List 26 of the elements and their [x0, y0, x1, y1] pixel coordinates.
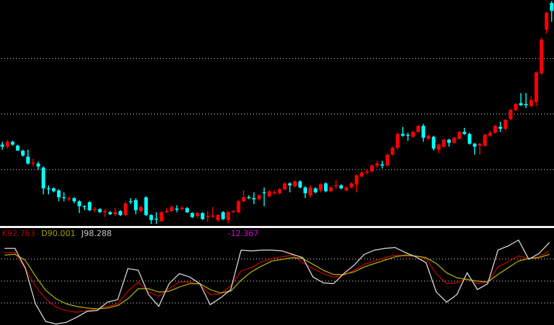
- text: J98.288: [81, 229, 112, 238]
- candlestick: [432, 135, 436, 152]
- candlestick: [422, 123, 426, 142]
- candlestick: [544, 11, 548, 34]
- candlestick: [324, 182, 328, 193]
- candlestick: [42, 166, 46, 195]
- candlestick: [508, 108, 512, 120]
- candlestick: [303, 186, 308, 199]
- candlestick: [242, 190, 246, 203]
- candlestick: [160, 210, 164, 222]
- text: -12.367: [228, 229, 259, 238]
- candlestick: [288, 182, 292, 193]
- candlestick: [504, 118, 508, 132]
- candlestick: [386, 153, 390, 167]
- candlestick: [308, 184, 312, 198]
- text: D90.001: [41, 229, 76, 238]
- candlestick: [472, 142, 476, 156]
- candlestick: [468, 132, 472, 146]
- text: K92.763: [2, 229, 36, 238]
- candlestick: [124, 202, 128, 216]
- candlestick: [26, 149, 30, 165]
- candlestick: [226, 210, 230, 224]
- candlestick: [498, 121, 502, 132]
- candlestick: [550, 0, 554, 22]
- candlestick: [144, 196, 148, 216]
- candlestick: [396, 132, 400, 150]
